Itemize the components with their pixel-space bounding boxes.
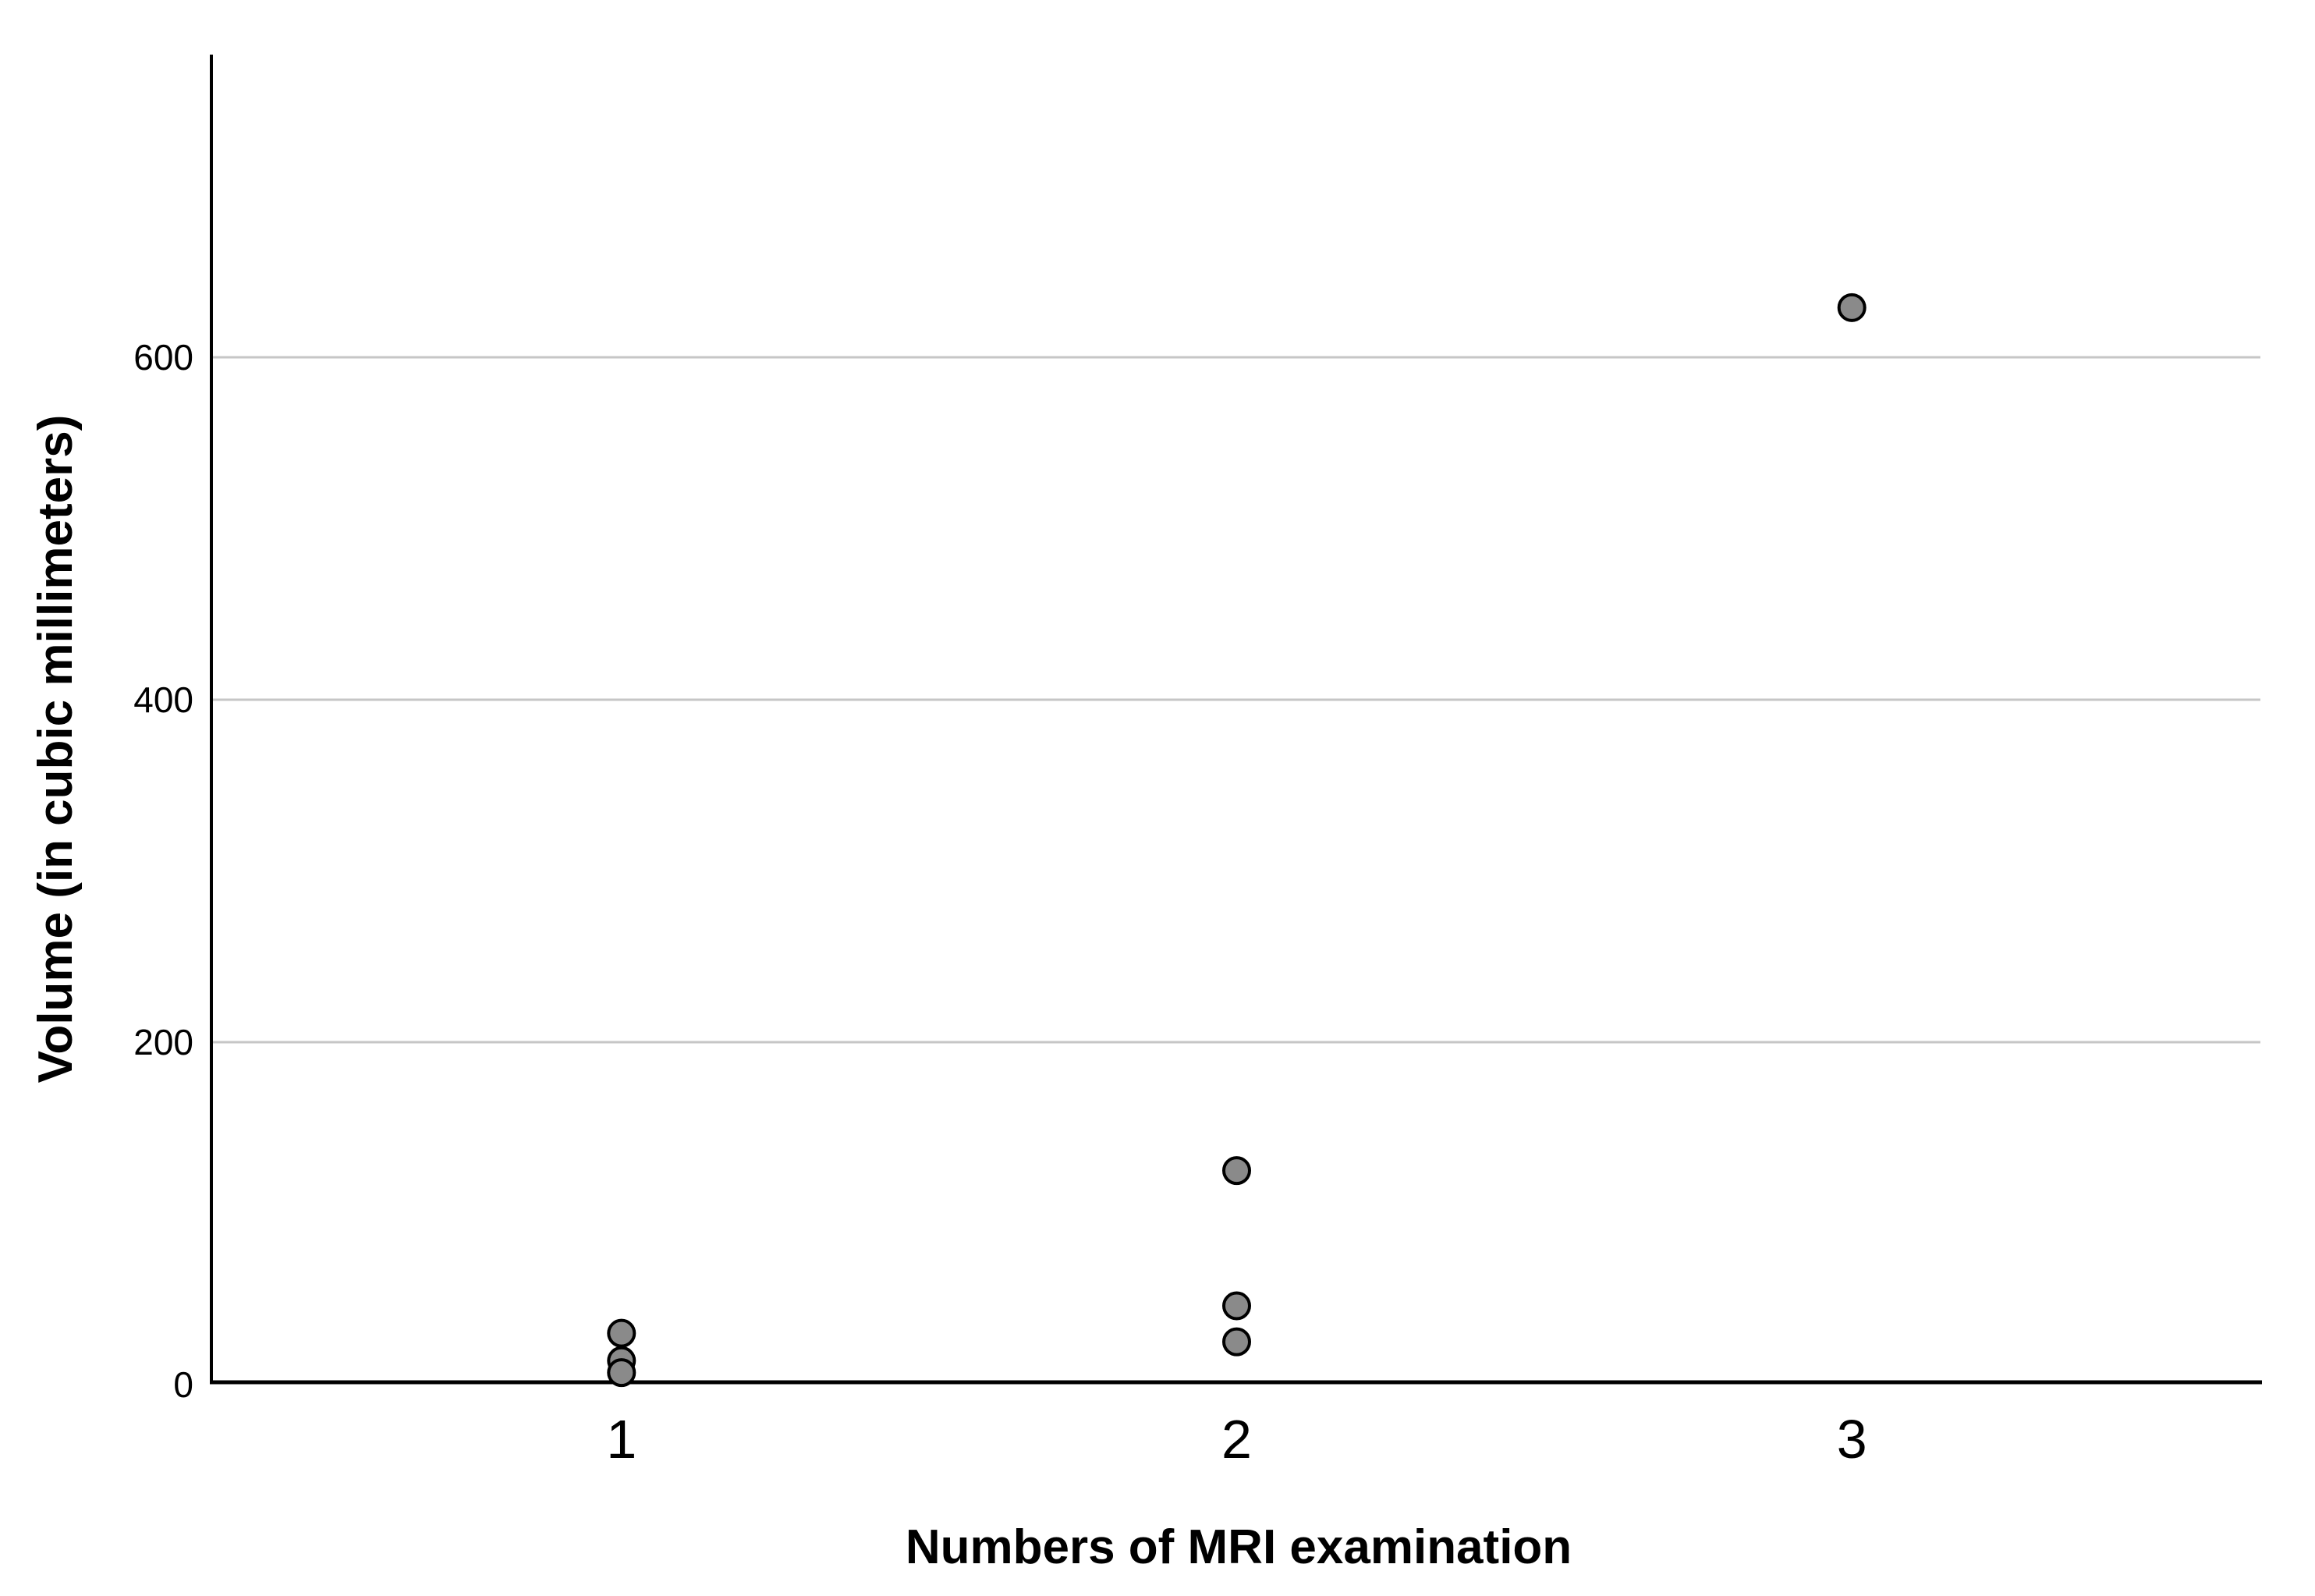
y-tick-label-0: 0 [173,1364,193,1405]
data-point [607,1318,636,1348]
y-tick-label-400: 400 [133,679,193,720]
data-points [607,293,1867,1388]
x-axis-title: Numbers of MRI examination [906,1520,1572,1574]
data-point [1222,1156,1251,1186]
x-tick-label-1: 1 [606,1409,636,1470]
x-tick-label-2: 2 [1221,1409,1252,1470]
y-tick-label-200: 200 [133,1022,193,1062]
data-point [1837,293,1867,322]
gridlines [211,356,2260,1044]
x-tick-label-3: 3 [1837,1409,1867,1470]
data-point [1222,1291,1251,1321]
y-tick-label-600: 600 [133,337,193,378]
tick-labels: 0 200 400 600 1 2 3 [133,337,1867,1470]
data-point [607,1358,636,1388]
axes [210,55,2262,1385]
data-point [1222,1327,1251,1357]
y-axis-title: Volume (in cubic millimeters) [29,415,83,1084]
